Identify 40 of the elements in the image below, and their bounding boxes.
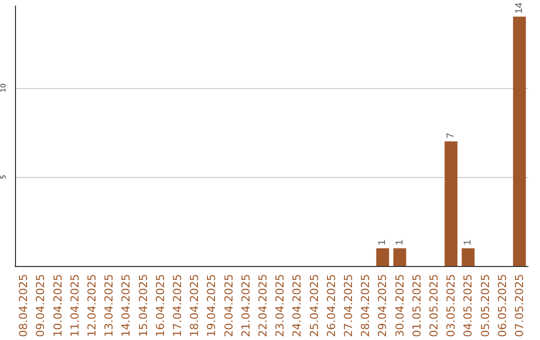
x-tick-label: 08.04.2025 [17,274,30,338]
data-label: 1 [462,239,474,246]
x-tick-label: 25.04.2025 [308,274,321,338]
x-tick-label: 05.05.2025 [478,274,492,338]
x-tick-label: 06.05.2025 [496,274,509,338]
x-tick-label: 17.04.2025 [170,274,184,338]
data-label: 14 [514,2,525,14]
x-tick-label: 10.04.2025 [51,274,64,338]
data-label: 7 [446,132,457,138]
x-tick-label: 04.05.2025 [462,274,475,338]
x-tick-label: 07.05.2025 [512,274,526,338]
x-tick-label: 21.04.2025 [239,274,252,338]
x-tick-label: 09.04.2025 [34,274,48,338]
x-tick-label: 28.04.2025 [359,274,372,338]
x-tick-label: 01.05.2025 [410,274,424,338]
bar [376,248,390,266]
bar [444,141,458,266]
x-tick-label: 27.04.2025 [342,274,355,338]
x-tick-label: 02.05.2025 [427,274,440,338]
x-tick-label: 29.04.2025 [376,274,390,338]
x-tick-label: 13.04.2025 [102,274,116,338]
x-tick-label: 26.04.2025 [324,274,338,338]
x-tick-label: 19.04.2025 [205,274,218,338]
x-tick-label: 11.04.2025 [68,274,82,338]
x-tick-label: 12.04.2025 [85,274,98,338]
x-tick-label: 15.04.2025 [136,274,150,338]
x-tick-label: 18.04.2025 [188,274,202,338]
data-label: 1 [377,239,388,246]
x-tick-label: 24.04.2025 [290,274,304,338]
x-tick-label: 14.04.2025 [120,274,133,338]
bar [462,248,475,266]
x-tick-label: 23.04.2025 [274,274,287,338]
bar [393,248,406,266]
x-tick-label: 20.04.2025 [222,274,236,338]
x-tick-label: 03.05.2025 [444,274,458,338]
x-tick-label: 30.04.2025 [393,274,406,338]
x-tick-label: 16.04.2025 [154,274,167,338]
data-label: 1 [394,239,406,246]
bar [513,16,526,266]
x-tick-label: 22.04.2025 [256,274,270,338]
